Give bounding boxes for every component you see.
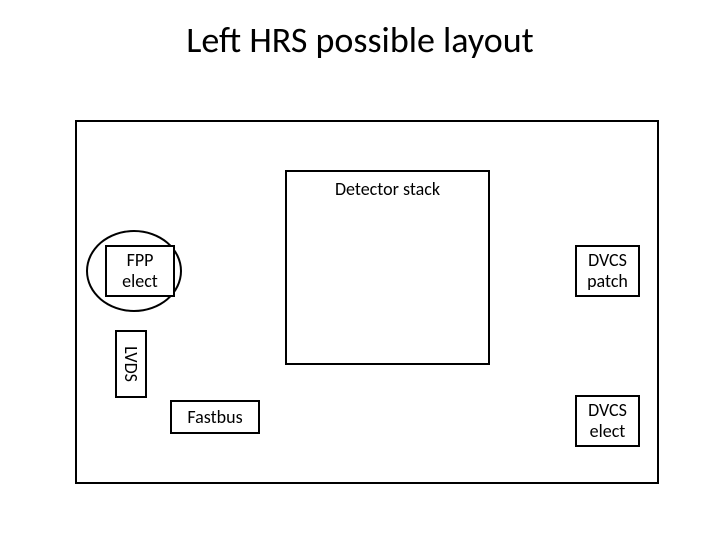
fastbus-label: Fastbus bbox=[187, 407, 242, 428]
lvds-label: LVDS bbox=[120, 346, 142, 382]
detector-stack-label: Detector stack bbox=[335, 178, 440, 200]
dvcs-patch-box: DVCS patch bbox=[575, 245, 640, 297]
detector-stack-box: Detector stack bbox=[285, 170, 490, 365]
dvcs-elect-label: DVCS elect bbox=[577, 400, 638, 441]
lvds-box: LVDS bbox=[115, 330, 147, 398]
fpp-elect-box: FPP elect bbox=[105, 245, 175, 297]
dvcs-elect-box: DVCS elect bbox=[575, 395, 640, 447]
fastbus-box: Fastbus bbox=[170, 400, 260, 434]
page-title: Left HRS possible layout bbox=[0, 18, 720, 62]
dvcs-patch-label: DVCS patch bbox=[577, 250, 638, 291]
slide: Left HRS possible layout Detector stack … bbox=[0, 0, 720, 540]
fpp-elect-label: FPP elect bbox=[107, 250, 173, 291]
